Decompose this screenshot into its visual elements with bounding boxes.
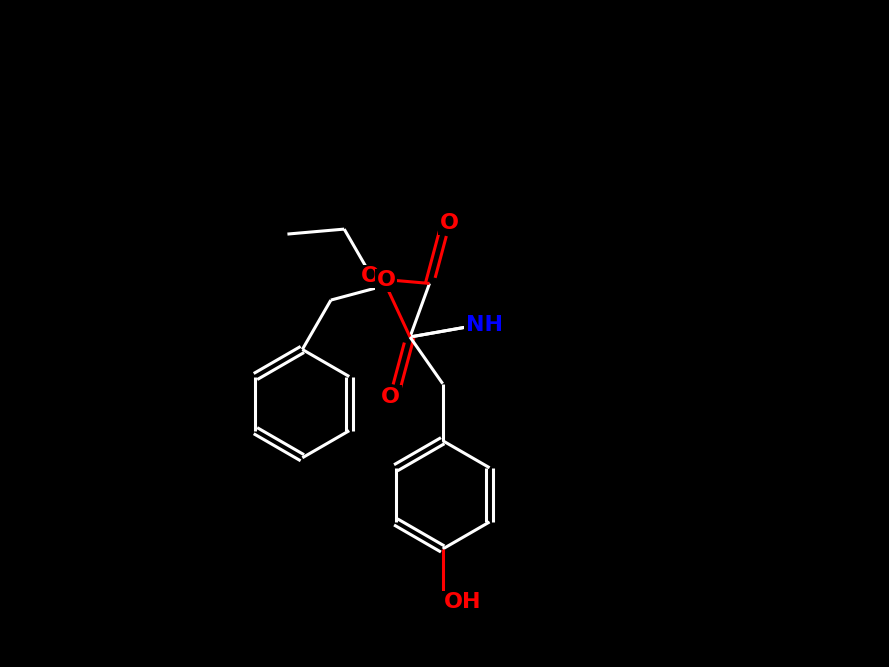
Text: O: O xyxy=(380,387,400,407)
Text: O: O xyxy=(361,267,380,286)
Text: O: O xyxy=(376,270,396,290)
Text: O: O xyxy=(440,213,459,233)
Text: NH: NH xyxy=(466,315,502,335)
Text: OH: OH xyxy=(444,592,482,612)
